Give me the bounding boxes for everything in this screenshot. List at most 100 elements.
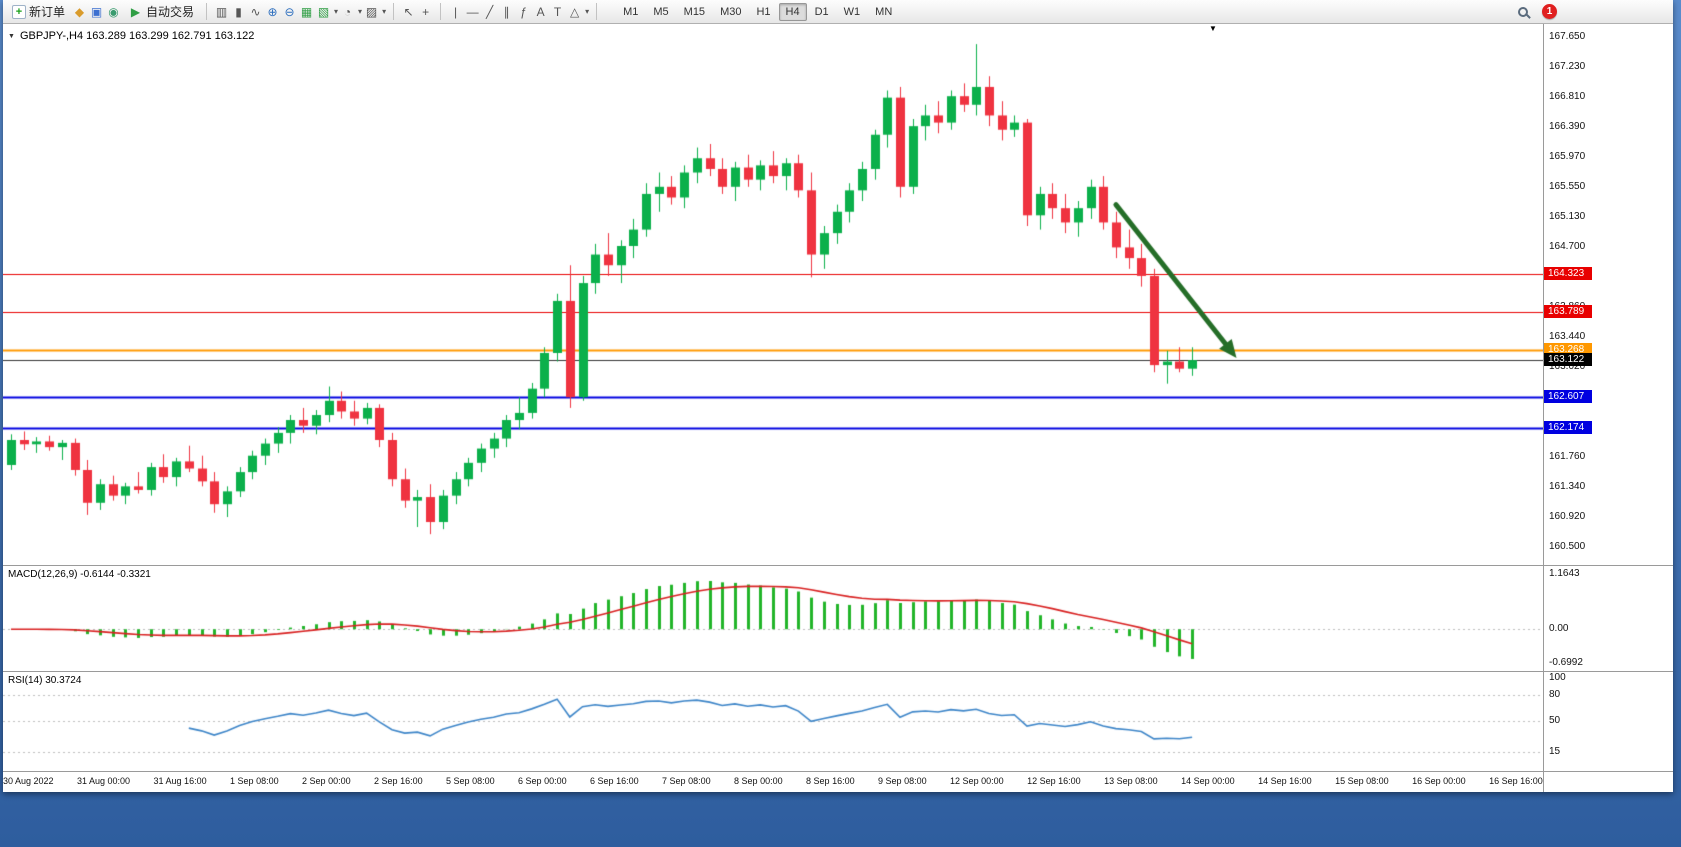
main-toolbar: + 新订单 ◆ ▣ ◉ ▶ 自动交易 ▥ ▮ ∿ ⊕ ⊖ ▦ ▧ ▾ ◔ ▾ ▨… xyxy=(3,0,1673,24)
market-watch-icon[interactable]: ◆ xyxy=(74,4,85,19)
horizontal-line-icon[interactable]: ― xyxy=(466,4,479,19)
price-axis-label: 165.970 xyxy=(1549,150,1586,162)
timeframe-button-h1[interactable]: H1 xyxy=(756,5,771,18)
level-price-tag: 162.607 xyxy=(1544,389,1592,403)
time-axis-label: 8 Sep 00:00 xyxy=(734,776,783,786)
timeframe-button-h4[interactable]: H4 xyxy=(778,2,807,21)
macd-axis-label: 1.1643 xyxy=(1549,567,1580,579)
new-order-icon: + xyxy=(12,4,26,19)
time-axis-label: 14 Sep 16:00 xyxy=(1258,776,1312,786)
timeframe-button-mn[interactable]: MN xyxy=(875,5,893,18)
search-icon[interactable] xyxy=(1518,6,1528,17)
rsi-label: RSI(14) 30.3724 xyxy=(8,675,82,686)
time-axis: 30 Aug 2022 31 Aug 00:00 31 Aug 16:00 1 Sep… xyxy=(3,772,1673,792)
time-axis-label: 15 Sep 08:00 xyxy=(1335,776,1389,786)
text-label-icon[interactable]: T xyxy=(553,4,562,19)
navigator-icon[interactable]: ◉ xyxy=(108,4,119,19)
toolbar-separator xyxy=(440,3,442,20)
rsi-axis: 100 80 50 15 xyxy=(1543,672,1673,771)
line-chart-icon[interactable]: ∿ xyxy=(250,4,261,19)
new-chart-icon[interactable]: ▧ xyxy=(317,4,330,19)
time-axis-label: 12 Sep 00:00 xyxy=(950,776,1004,786)
toolbar-separator xyxy=(206,3,208,20)
chevron-down-icon[interactable]: ▾ xyxy=(358,7,363,16)
time-axis-label: 7 Sep 08:00 xyxy=(662,776,711,786)
toolbar-right-group: 1 xyxy=(1518,4,1557,19)
time-axis-label: 16 Sep 00:00 xyxy=(1412,776,1466,786)
chart-marker-icon: ▼ xyxy=(8,32,15,40)
macd-label: MACD(12,26,9) -0.6144 -0.3321 xyxy=(8,569,151,580)
channel-icon[interactable]: ∥ xyxy=(503,4,510,19)
mt4-window: + 新订单 ◆ ▣ ◉ ▶ 自动交易 ▥ ▮ ∿ ⊕ ⊖ ▦ ▧ ▾ ◔ ▾ ▨… xyxy=(3,0,1673,792)
price-axis-label: 163.440 xyxy=(1549,331,1586,343)
time-axis-label: 1 Sep 08:00 xyxy=(230,776,279,786)
price-axis: 167.650 167.230 166.810 166.390 165.970 165.5… xyxy=(1543,24,1673,565)
new-order-label: 新订单 xyxy=(29,5,66,19)
time-axis-labels: 30 Aug 2022 31 Aug 00:00 31 Aug 16:00 1 Sep… xyxy=(3,772,1543,792)
rsi-canvas[interactable] xyxy=(3,672,1543,771)
zoom-out-icon[interactable]: ⊖ xyxy=(284,4,295,19)
timeframe-button-w1[interactable]: W1 xyxy=(843,5,861,18)
time-axis-label: 2 Sep 16:00 xyxy=(374,776,423,786)
trend-line-icon[interactable]: ╱ xyxy=(485,4,494,19)
price-chart-plot: ▼ GBPJPY-,H4 163.289 163.299 162.791 163… xyxy=(3,24,1543,565)
chart-header: ▼ GBPJPY-,H4 163.289 163.299 162.791 163… xyxy=(8,30,254,42)
time-axis-label: 6 Sep 16:00 xyxy=(590,776,639,786)
play-icon: ▶ xyxy=(130,4,141,19)
price-axis-label: 161.340 xyxy=(1549,481,1586,493)
macd-axis: 1.1643 0.00 -0.6992 xyxy=(1543,566,1673,671)
periods-icon[interactable]: ◔ xyxy=(343,4,352,19)
data-window-icon[interactable]: ▣ xyxy=(90,4,103,19)
vertical-line-icon[interactable]: | xyxy=(454,4,458,19)
time-axis-label: 31 Aug 16:00 xyxy=(153,776,207,786)
crosshair-icon[interactable]: + xyxy=(422,4,430,19)
current-price-tag: 163.122 xyxy=(1544,352,1592,366)
timeframe-button-m15[interactable]: M15 xyxy=(683,5,706,18)
rsi-panel: RSI(14) 30.3724 100 80 50 15 xyxy=(3,672,1673,772)
toolbar-separator xyxy=(596,3,598,20)
time-axis-label: 9 Sep 08:00 xyxy=(878,776,927,786)
level-price-tag: 162.174 xyxy=(1544,420,1592,434)
shapes-icon[interactable]: △ xyxy=(569,4,580,19)
bar-chart-icon[interactable]: ▥ xyxy=(215,4,228,19)
rsi-axis-label: 15 xyxy=(1549,745,1561,757)
time-axis-label: 2 Sep 00:00 xyxy=(302,776,351,786)
grid-icon[interactable]: ▦ xyxy=(300,4,313,19)
last-bar-marker-icon: ▼ xyxy=(1209,24,1217,33)
notification-badge[interactable]: 1 xyxy=(1542,4,1557,19)
rsi-axis-label: 80 xyxy=(1549,688,1561,700)
price-chart-canvas[interactable] xyxy=(3,24,1543,565)
price-axis-label: 167.230 xyxy=(1549,60,1586,72)
zoom-in-icon[interactable]: ⊕ xyxy=(267,4,278,19)
chart-ohlc-text: GBPJPY-,H4 163.289 163.299 162.791 163.1… xyxy=(19,30,255,42)
fibonacci-icon[interactable]: ƒ xyxy=(520,4,527,19)
timeframe-button-d1[interactable]: D1 xyxy=(814,5,829,18)
rsi-plot: RSI(14) 30.3724 xyxy=(3,672,1543,771)
time-axis-label: 30 Aug 2022 xyxy=(3,776,54,786)
macd-canvas[interactable] xyxy=(3,566,1543,671)
timeframe-button-m1[interactable]: M1 xyxy=(623,5,639,18)
timeframe-button-m30[interactable]: M30 xyxy=(720,5,742,18)
new-order-button[interactable]: + 新订单 xyxy=(7,2,70,21)
timeframe-button-m5[interactable]: M5 xyxy=(653,5,669,18)
chevron-down-icon[interactable]: ▾ xyxy=(382,7,387,16)
level-price-tag: 164.323 xyxy=(1544,267,1592,281)
time-axis-label: 13 Sep 08:00 xyxy=(1104,776,1158,786)
templates-icon[interactable]: ▨ xyxy=(365,4,378,19)
time-axis-label: 14 Sep 00:00 xyxy=(1181,776,1235,786)
price-axis-label: 161.760 xyxy=(1549,451,1586,463)
level-price-tag: 163.268 xyxy=(1544,342,1592,356)
chevron-down-icon[interactable]: ▾ xyxy=(334,7,339,16)
chevron-down-icon[interactable]: ▾ xyxy=(585,7,590,16)
level-price-tag: 163.789 xyxy=(1544,305,1592,319)
rsi-axis-label: 50 xyxy=(1549,715,1561,726)
time-axis-label: 8 Sep 16:00 xyxy=(806,776,855,786)
toolbar-separator xyxy=(393,3,395,20)
time-axis-label: 12 Sep 16:00 xyxy=(1027,776,1081,786)
cursor-icon[interactable]: ↖ xyxy=(403,4,414,19)
time-axis-label: 5 Sep 08:00 xyxy=(446,776,495,786)
autotrading-button[interactable]: ▶ 自动交易 xyxy=(123,2,199,21)
text-icon[interactable]: A xyxy=(536,4,545,19)
candlestick-chart-icon[interactable]: ▮ xyxy=(235,4,242,19)
